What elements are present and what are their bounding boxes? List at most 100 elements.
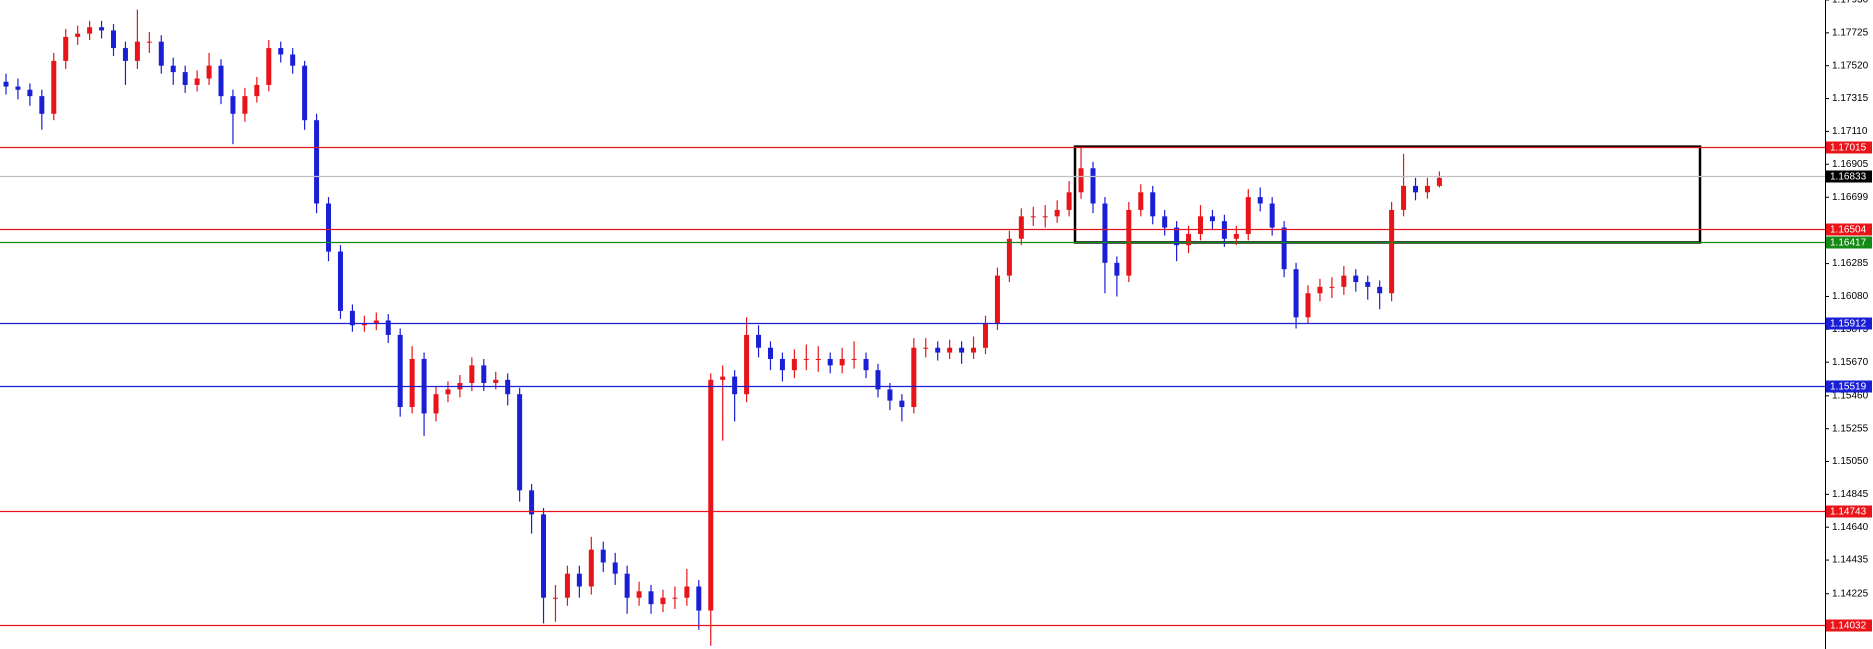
level-label: 1.14032 bbox=[1830, 621, 1867, 632]
candle-body bbox=[481, 365, 487, 383]
candle-body bbox=[756, 334, 762, 348]
candle-body bbox=[326, 203, 332, 252]
candle-body bbox=[397, 334, 403, 408]
level-label: 1.15519 bbox=[1830, 382, 1867, 393]
level-label: 1.16833 bbox=[1830, 172, 1867, 183]
candle-body bbox=[493, 379, 499, 383]
candle-body bbox=[851, 358, 857, 360]
candle-body bbox=[827, 358, 833, 366]
y-tick-label: 1.15050 bbox=[1832, 456, 1869, 467]
candle-body bbox=[361, 323, 367, 326]
candle-body bbox=[75, 33, 81, 37]
y-tick-label: 1.17725 bbox=[1832, 27, 1869, 38]
candle-body bbox=[1174, 227, 1180, 246]
level-label-bg bbox=[1826, 223, 1872, 236]
candle-body bbox=[314, 120, 320, 204]
y-tick-label: 1.16699 bbox=[1832, 192, 1869, 203]
candle-body bbox=[600, 549, 606, 563]
candle-body bbox=[1078, 168, 1084, 193]
candle-body bbox=[1305, 293, 1311, 318]
candle-body bbox=[541, 514, 547, 598]
candle-body bbox=[684, 586, 690, 598]
candle-body bbox=[278, 48, 284, 55]
candle-body bbox=[1281, 227, 1287, 270]
level-label-bg bbox=[1826, 317, 1872, 330]
candle-body bbox=[1317, 286, 1323, 294]
candle-body bbox=[1090, 168, 1096, 204]
level-label: 1.14743 bbox=[1830, 507, 1867, 518]
candle-body bbox=[111, 30, 117, 49]
y-tick-label: 1.14640 bbox=[1832, 522, 1869, 533]
candle-body bbox=[27, 89, 33, 97]
candle-body bbox=[385, 320, 391, 335]
candle-body bbox=[720, 376, 726, 380]
y-tick-label: 1.15460 bbox=[1832, 390, 1869, 401]
y-tick-label: 1.16285 bbox=[1832, 258, 1869, 269]
candle-body bbox=[732, 376, 738, 395]
candle-body bbox=[1365, 282, 1371, 287]
candle-body bbox=[660, 597, 666, 605]
level-label-bg bbox=[1826, 505, 1872, 518]
y-tick-label: 1.14845 bbox=[1832, 489, 1869, 500]
candle-body bbox=[87, 27, 93, 34]
level-label: 1.16504 bbox=[1830, 225, 1867, 236]
candle-body bbox=[923, 347, 929, 349]
candle-body bbox=[612, 562, 618, 574]
candle-body bbox=[15, 86, 21, 90]
level-label-bg bbox=[1826, 236, 1872, 249]
y-tick-label: 1.16080 bbox=[1832, 291, 1869, 302]
level-label: 1.15912 bbox=[1830, 319, 1867, 330]
candle-body bbox=[1353, 275, 1359, 283]
candle-body bbox=[672, 597, 678, 599]
candle-body bbox=[337, 251, 343, 311]
candle-body bbox=[206, 65, 212, 79]
level-label: 1.17015 bbox=[1830, 143, 1867, 154]
candle-body bbox=[696, 586, 702, 611]
candle-body bbox=[1054, 209, 1060, 217]
candle-body bbox=[1413, 185, 1419, 193]
level-label-bg bbox=[1826, 619, 1872, 632]
candle-body bbox=[1245, 197, 1251, 234]
candle-body bbox=[1424, 185, 1430, 193]
candle-body bbox=[266, 48, 272, 85]
candle-body bbox=[1018, 216, 1024, 239]
level-label-bg bbox=[1826, 170, 1872, 183]
candle-body bbox=[839, 358, 845, 366]
candle-body bbox=[1198, 216, 1203, 234]
candle-body bbox=[994, 275, 1000, 324]
candle-body bbox=[230, 96, 236, 114]
candle-body bbox=[564, 573, 570, 598]
candle-body bbox=[1257, 197, 1263, 204]
candle-body bbox=[767, 347, 773, 359]
candle-body bbox=[1341, 275, 1347, 287]
candle-body bbox=[1389, 209, 1395, 294]
y-tick-label: 1.17520 bbox=[1832, 60, 1869, 71]
candle-body bbox=[529, 490, 535, 515]
candle-body bbox=[99, 27, 105, 31]
candle-body bbox=[194, 78, 200, 85]
candle-body bbox=[517, 394, 523, 491]
candle-body bbox=[1233, 233, 1239, 239]
candle-body bbox=[290, 54, 296, 66]
candle-body bbox=[911, 347, 917, 408]
candle-body bbox=[302, 65, 308, 121]
candle-body bbox=[982, 323, 988, 348]
candle-body bbox=[1377, 286, 1383, 294]
level-label-bg bbox=[1826, 141, 1872, 154]
candle-body bbox=[887, 389, 893, 401]
candle-body bbox=[1150, 192, 1156, 217]
candle-body bbox=[218, 65, 224, 97]
candle-body bbox=[146, 41, 152, 43]
candle-body bbox=[947, 347, 953, 353]
candle-body bbox=[134, 41, 140, 61]
candle-body bbox=[648, 591, 654, 605]
candle-body bbox=[349, 310, 355, 326]
candle-body bbox=[815, 358, 821, 360]
candle-body bbox=[636, 591, 642, 598]
candle-body bbox=[1006, 238, 1012, 276]
y-tick-label: 1.17315 bbox=[1832, 93, 1869, 104]
y-tick-label: 1.14225 bbox=[1832, 588, 1869, 599]
candle-body bbox=[863, 358, 869, 371]
candle-body bbox=[51, 60, 57, 114]
